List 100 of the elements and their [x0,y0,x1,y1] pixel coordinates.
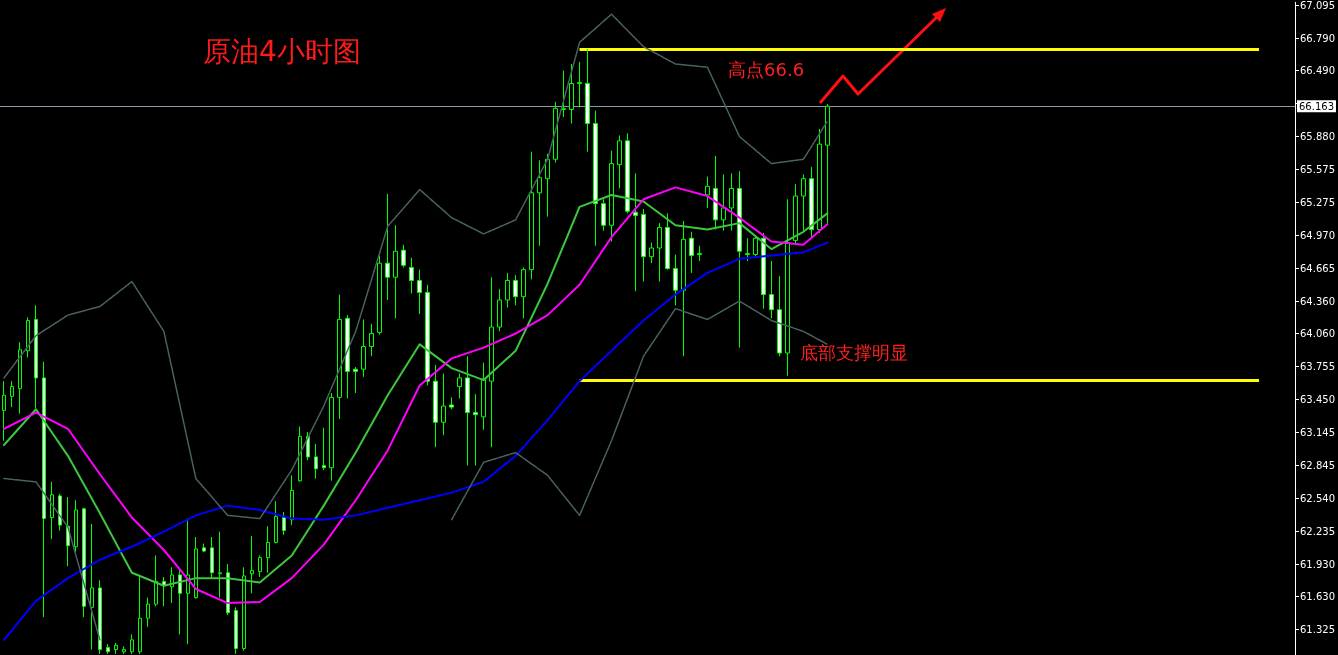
candlestick [82,507,86,618]
candlestick [258,554,262,578]
candlestick [353,366,358,394]
candlestick [585,48,590,153]
y-tick-label: 61.630 [1300,591,1335,603]
y-tick-label: 64.665 [1300,262,1335,274]
candlestick [641,208,646,283]
candlestick [729,172,734,232]
candlestick [106,643,110,655]
y-tick-label: 63.145 [1300,427,1335,439]
y-tick-label: 64.360 [1300,295,1335,307]
candlestick [393,224,398,319]
candlestick [545,153,550,218]
annotation: 底部支撑明显 [800,341,908,363]
candlestick [226,563,230,616]
y-tick-label: 64.060 [1300,328,1335,340]
y-tick-label: 66.790 [1300,32,1335,44]
candlestick [521,266,526,319]
candlestick [409,257,414,294]
candlestick [689,231,694,274]
candlestick [681,220,686,357]
candlestick [505,272,510,309]
candlestick [465,355,470,467]
candlestick [369,323,374,357]
y-tick-label: 62.235 [1300,525,1335,537]
candlestick [154,554,158,607]
candlestick [18,341,22,415]
candlestick [457,373,462,399]
candlestick [577,61,582,108]
candlestick [385,193,390,301]
candlestick [609,150,614,243]
candlestick [737,170,742,349]
candlestick [337,294,342,420]
candlestick [481,362,486,431]
candlestick [657,222,662,283]
y-tick-label: 66.490 [1300,64,1335,76]
candlestick [513,274,518,306]
candlestick [561,69,566,118]
y-tick-label: 61.325 [1300,624,1335,636]
candlestick [649,242,654,264]
candlestick [817,128,822,234]
candlestick [769,260,774,319]
y-tick-label: 61.930 [1300,558,1335,570]
candlestick [266,525,270,574]
candlestick [673,254,678,306]
candlestick [753,235,758,259]
candlestick [825,103,830,225]
ref-line-label: 66.163 [1299,100,1334,112]
candlestick [90,523,94,651]
candlestick [633,172,638,292]
candlestick [713,155,718,231]
candlestick [401,244,406,268]
y-tick-label: 62.845 [1300,459,1335,471]
candlestick [178,568,182,635]
candlestick [809,166,814,239]
candlestick [42,361,46,618]
candlestick [329,392,334,482]
candlestick [361,318,366,378]
candlestick [529,151,534,280]
candlestick [10,380,14,408]
candlestick [697,245,702,262]
candlestick [433,364,438,448]
candlestick [298,426,302,483]
y-tick-label: 63.450 [1300,394,1335,406]
candlestick [314,443,318,480]
candlestick [801,173,806,233]
y-tick-label: 65.275 [1300,196,1335,208]
candlestick [26,316,30,358]
candlestick [210,536,214,579]
y-tick-label: 63.755 [1300,361,1335,373]
candlestick [345,314,350,399]
candlestick [234,606,238,655]
candlestick [98,579,102,655]
candlestick [162,576,166,607]
candlestick [705,176,710,209]
candlestick [569,63,574,125]
candlestick [537,159,542,247]
candlestick [489,276,494,448]
candlestick [745,237,750,262]
candlestick [290,474,294,526]
candlestick [473,393,478,467]
line-series [3,477,101,641]
y-tick-label: 62.540 [1300,492,1335,504]
candlestick [202,543,206,553]
candlestick [601,198,606,232]
candlestick [777,275,782,357]
candlestick [322,427,326,471]
y-tick-label: 65.575 [1300,164,1335,176]
candlestick [497,288,502,332]
candlestick [785,198,790,377]
candlestick [625,132,630,214]
candlestick [242,566,246,652]
y-tick-label: 64.970 [1300,229,1335,241]
candlestick [218,531,222,599]
candlestick [34,304,38,409]
candlestick [721,173,726,232]
candlestick [250,535,254,594]
candlestick [417,269,422,315]
candlestick [282,511,286,536]
candlestick [793,183,798,246]
